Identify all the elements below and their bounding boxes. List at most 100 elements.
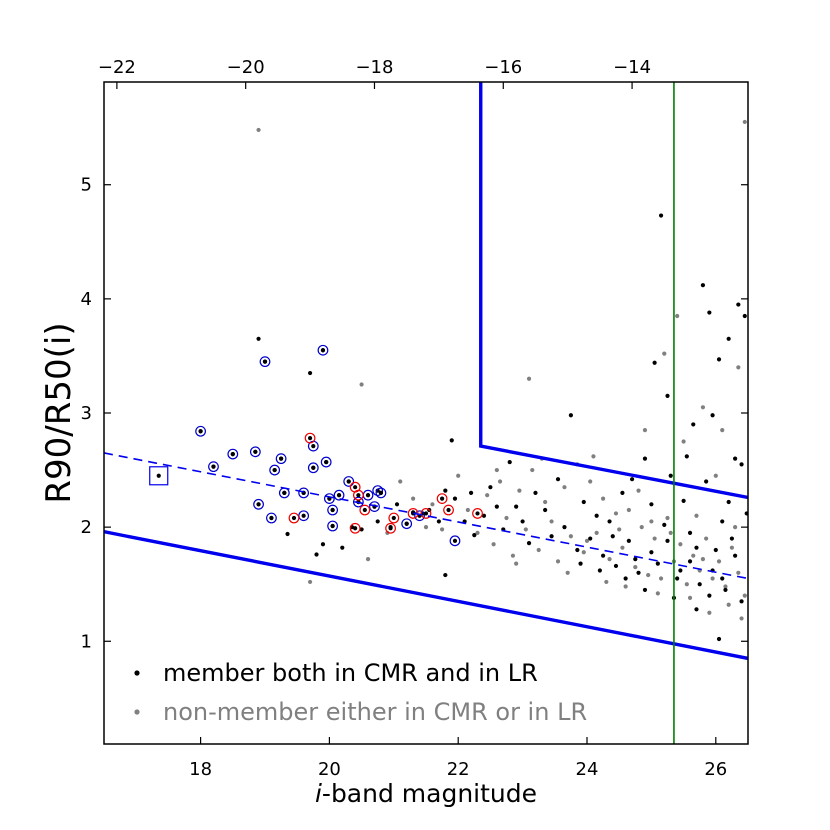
member-point-3 (307, 370, 313, 376)
selection-line-mean-relation (104, 452, 748, 580)
nonmember-point-0 (256, 127, 261, 133)
member-point-106 (733, 553, 738, 558)
x-axis-label: i-band magnitude (315, 779, 537, 808)
member-point-43 (468, 490, 474, 495)
member-point-84 (700, 283, 706, 288)
member-point-83 (694, 545, 699, 550)
red-circled-member-dot-8 (411, 511, 416, 516)
blue-circle-5 (317, 344, 329, 356)
member-point-100 (642, 587, 648, 593)
legend: member both in CMR and in LR non-member … (134, 659, 587, 726)
red-circle-12 (472, 508, 483, 519)
nonmember-point-32 (607, 556, 612, 562)
member-point-63 (594, 513, 599, 518)
red-circled-member-dot-0 (307, 436, 313, 441)
member-point-119 (720, 576, 725, 581)
blue-circled-member-dot-16 (330, 507, 335, 513)
y-tick-label-2: 2 (81, 517, 92, 538)
member-point-94 (736, 302, 741, 307)
nonmember-point-40 (658, 576, 664, 581)
red-circled-member-dot-9 (423, 511, 429, 516)
nonmember-point-66 (604, 579, 609, 585)
blue-circled-member-dot-12 (311, 465, 316, 470)
member-point-96 (742, 313, 747, 319)
nonmember-point-10 (456, 473, 461, 478)
blue-circle-25 (401, 518, 413, 530)
nonmember-point-26 (568, 534, 574, 539)
member-point-45 (481, 513, 487, 518)
member-point-81 (687, 559, 693, 564)
blue-circled-member-dot-27 (452, 538, 458, 543)
blue-circle-11 (298, 487, 310, 499)
blue-circle-2 (227, 448, 239, 460)
red-circle-11 (443, 504, 454, 516)
member-point-48 (443, 572, 448, 578)
nonmember-point-58 (713, 473, 718, 478)
nonmember-point-22 (543, 499, 548, 505)
member-point-105 (713, 547, 718, 553)
legend-nonmember-label: non-member either in CMR or in LR (163, 698, 587, 726)
member-point-107 (665, 538, 670, 543)
nonmember-point-45 (691, 553, 696, 558)
red-circle-0 (304, 432, 316, 444)
nonmember-point-69 (514, 561, 519, 566)
blue-circle-27 (449, 535, 461, 547)
blue-circled-member-dot-2 (230, 451, 235, 457)
nonmember-point-20 (530, 467, 535, 473)
nonmember-point-43 (678, 542, 683, 547)
axis-ticks: 18 20 22 24 26 1 2 3 4 5 −22 −20 −18 −16 −14 (81, 57, 748, 780)
member-point-33 (394, 502, 400, 507)
nonmember-point-37 (639, 525, 644, 530)
member-point-79 (681, 498, 686, 503)
blue-circle-3 (249, 446, 261, 458)
red-circle-6 (385, 522, 396, 534)
blue-circle-4 (259, 356, 271, 368)
blue-circle-6 (275, 453, 287, 465)
blue-circle-1 (208, 461, 219, 473)
red-circled-member-dot-3 (362, 507, 367, 513)
member-point-101 (623, 576, 628, 581)
blue-circled-member-dot-17 (330, 523, 335, 529)
nonmember-point-25 (562, 485, 567, 490)
nonmember-point-33 (613, 511, 619, 516)
blue-circle-15 (324, 493, 335, 505)
member-point-82 (691, 422, 696, 427)
nonmember-point-13 (485, 493, 490, 498)
member-point-109 (633, 556, 638, 562)
red-circled-member-dot-11 (446, 507, 451, 513)
x-tick-label-22: 22 (447, 759, 470, 780)
nonmember-point-5 (365, 556, 371, 562)
member-point-90 (723, 587, 728, 593)
member-point-50 (507, 459, 512, 465)
blue-circle-12 (307, 462, 319, 474)
legend-nonmember-marker (134, 709, 140, 715)
blue-circle-19 (343, 476, 355, 487)
blue-circled-member-dot-28 (301, 513, 306, 518)
blue-circled-member-dot-6 (279, 456, 284, 461)
member-point-65 (607, 519, 612, 524)
top-tick-label-1: −20 (227, 57, 265, 78)
plot-frame (103, 81, 749, 745)
nonmember-point-49 (716, 559, 722, 564)
nonmember-point-8 (430, 502, 435, 507)
member-point-60 (575, 547, 580, 553)
top-tick-label-3: −16 (484, 57, 522, 78)
member-point-115 (649, 502, 654, 507)
nonmember-point-81 (584, 538, 590, 543)
legend-member-marker (134, 670, 140, 676)
nonmember-point-75 (694, 513, 699, 518)
nonmember-point-73 (649, 519, 654, 524)
nonmember-point-82 (617, 527, 622, 532)
nonmember-point-31 (601, 496, 606, 501)
nonmember-point-7 (411, 496, 416, 501)
selection-line-lower-boundary (104, 530, 748, 661)
member-point-61 (581, 499, 586, 505)
member-point-71 (642, 456, 648, 461)
nonmember-point-41 (665, 515, 670, 521)
member-point-113 (610, 534, 615, 539)
red-circled-member-dot-10 (440, 496, 445, 501)
member-point-27 (314, 552, 319, 557)
blue-circle-7 (269, 464, 281, 476)
member-point-47 (494, 504, 499, 509)
